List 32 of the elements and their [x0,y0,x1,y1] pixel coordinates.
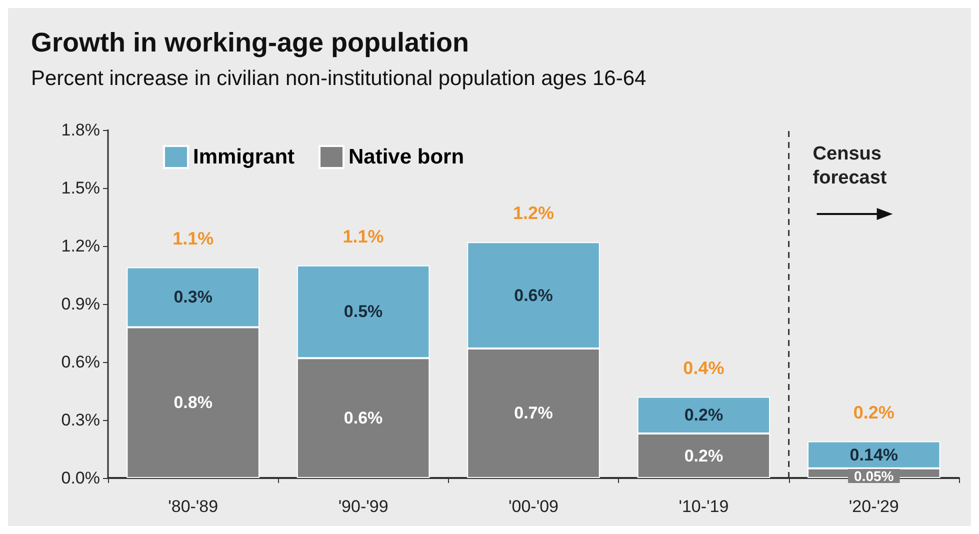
y-tick-label: 1.2% [61,236,100,256]
y-tick-label: 0.6% [61,352,100,372]
data-label: 0.8% [174,393,212,412]
x-tick-label: '80-'89 [168,497,218,516]
data-label: 0.5% [344,302,383,322]
total-label: 1.2% [512,203,554,224]
data-label: 0.6% [344,408,383,428]
total-label: 0.2% [853,402,894,422]
data-label: 0.6% [514,286,553,305]
chart-title: Growth in working-age population [31,28,469,58]
total-label: 1.1% [342,226,384,246]
x-tick-label: '90-'99 [338,497,388,516]
annotation: Census forecast [812,144,888,188]
legend-label: Native born [348,146,464,168]
data-label: 0.05% [854,468,894,484]
x-tick-label: '00-'09 [508,497,558,516]
data-label: 0.2% [684,446,724,466]
total-label: 0.4% [683,358,724,378]
data-label: 0.7% [514,404,553,423]
y-tick-label: 1.5% [61,178,100,198]
y-tick-label: 0.0% [61,468,100,488]
y-tick-label: 0.3% [61,410,100,430]
y-tick-label: 0.9% [61,294,100,314]
total-label: 1.1% [172,228,214,248]
data-label: 0.2% [684,406,724,425]
x-tick-label: '10-'19 [678,497,729,516]
legend-label: Immigrant [193,146,295,168]
x-tick-label: '20-'29 [848,497,899,516]
data-label: 0.14% [850,445,898,464]
y-tick-label: 1.8% [61,120,100,140]
data-label: 0.3% [174,288,212,307]
chart-subtitle: Percent increase in civilian non-institutional population ages 16-64 [31,67,647,90]
